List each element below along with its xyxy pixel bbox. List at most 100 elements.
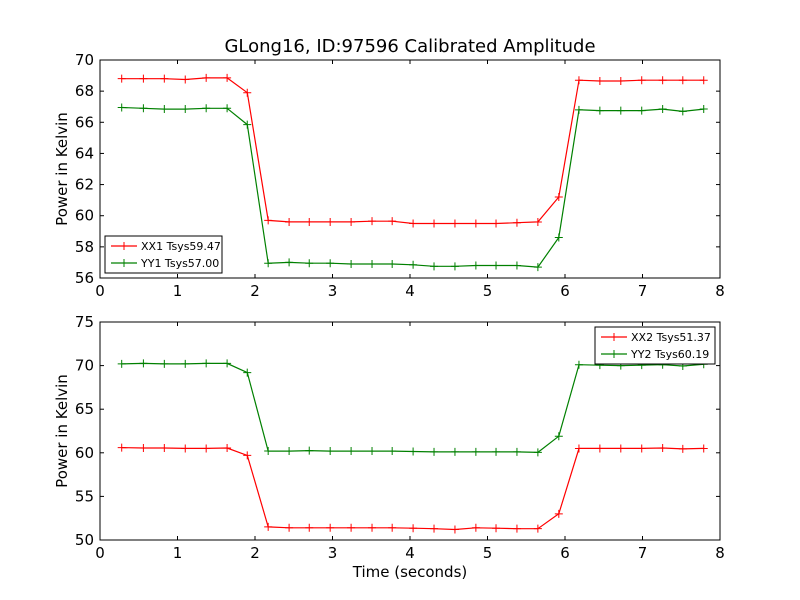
data-point-1-0-20 bbox=[533, 524, 542, 533]
y-tick-label-1-2: 60 bbox=[75, 444, 94, 462]
data-point-0-0-19 bbox=[512, 218, 521, 227]
data-point-0-1-17 bbox=[471, 261, 480, 270]
data-point-0-1-11 bbox=[347, 259, 356, 268]
data-point-1-0-11 bbox=[347, 523, 356, 532]
data-point-1-0-27 bbox=[678, 444, 687, 453]
data-point-0-0-14 bbox=[409, 219, 418, 228]
data-point-0-0-27 bbox=[678, 76, 687, 85]
data-point-0-0-21 bbox=[554, 193, 563, 202]
data-point-1-0-21 bbox=[554, 509, 563, 518]
data-point-1-0-7 bbox=[264, 522, 273, 531]
legend-marker-1-1 bbox=[610, 350, 618, 358]
data-point-1-0-13 bbox=[388, 523, 397, 532]
data-point-0-0-16 bbox=[450, 219, 459, 228]
data-point-1-0-16 bbox=[450, 525, 459, 534]
data-point-1-1-11 bbox=[347, 447, 356, 456]
x-tick-label-1-0: 0 bbox=[95, 544, 105, 562]
data-point-0-0-24 bbox=[616, 77, 625, 86]
data-point-1-1-22 bbox=[574, 360, 583, 369]
y-tick-label-0-2: 60 bbox=[75, 207, 94, 225]
x-tick-label-1-1: 1 bbox=[173, 544, 183, 562]
data-point-1-0-10 bbox=[326, 523, 335, 532]
x-tick-label-1-3: 3 bbox=[328, 544, 338, 562]
data-point-0-0-13 bbox=[388, 217, 397, 226]
data-point-0-1-22 bbox=[574, 105, 583, 114]
data-point-1-0-14 bbox=[409, 524, 418, 533]
data-point-0-1-28 bbox=[699, 105, 708, 114]
data-point-1-1-10 bbox=[326, 447, 335, 456]
x-tick-label-0-4: 4 bbox=[405, 282, 415, 300]
data-point-1-0-28 bbox=[699, 444, 708, 453]
data-point-0-1-23 bbox=[595, 106, 604, 115]
legend-marker-1-0 bbox=[610, 333, 618, 341]
y-tick-label-0-7: 70 bbox=[75, 51, 94, 69]
data-point-1-0-9 bbox=[305, 523, 314, 532]
y-tick-label-0-0: 56 bbox=[75, 269, 94, 287]
data-point-0-1-21 bbox=[554, 233, 563, 242]
data-point-0-0-10 bbox=[326, 217, 335, 226]
x-tick-label-1-6: 6 bbox=[560, 544, 570, 562]
data-point-1-1-15 bbox=[430, 447, 439, 456]
x-tick-label-0-8: 8 bbox=[715, 282, 725, 300]
data-point-1-1-18 bbox=[492, 447, 501, 456]
data-point-1-0-26 bbox=[658, 444, 667, 453]
data-point-1-1-14 bbox=[409, 447, 418, 456]
legend-marker-0-0 bbox=[120, 242, 128, 250]
data-point-0-0-26 bbox=[658, 76, 667, 85]
xx2-yy2-subplot: 0 1 2 3 4 5 6 7 8 50 55 60 65 70 75 Power in Kelvin XX2 … bbox=[53, 313, 725, 562]
data-point-1-0-12 bbox=[368, 523, 377, 532]
legend-marker-0-1 bbox=[120, 259, 128, 267]
data-point-1-0-25 bbox=[637, 444, 646, 453]
data-point-0-1-10 bbox=[326, 259, 335, 268]
series-line-1-1 bbox=[121, 362, 704, 454]
data-point-0-0-11 bbox=[347, 217, 356, 226]
y-tick-label-1-1: 55 bbox=[75, 487, 94, 505]
x-tick-label-1-8: 8 bbox=[715, 544, 725, 562]
data-point-0-1-26 bbox=[658, 105, 667, 114]
data-point-0-1-25 bbox=[637, 106, 646, 115]
figure-title: GLong16, ID:97596 Calibrated Amplitude bbox=[224, 36, 595, 57]
data-point-1-1-4 bbox=[202, 359, 211, 368]
y-tick-label-1-0: 50 bbox=[75, 531, 94, 549]
data-point-1-0-22 bbox=[574, 444, 583, 453]
x-tick-label-0-7: 7 bbox=[638, 282, 648, 300]
data-point-0-1-3 bbox=[181, 105, 190, 114]
data-point-0-1-12 bbox=[368, 259, 377, 268]
data-point-1-0-1 bbox=[139, 444, 148, 453]
data-point-0-0-9 bbox=[305, 217, 314, 226]
data-point-0-0-17 bbox=[471, 219, 480, 228]
y-tick-label-1-5: 75 bbox=[75, 313, 94, 331]
data-point-0-1-13 bbox=[388, 259, 397, 268]
data-point-1-1-20 bbox=[533, 448, 542, 457]
data-point-0-0-4 bbox=[202, 73, 211, 82]
data-point-1-1-13 bbox=[388, 447, 397, 456]
x-tick-label-1-4: 4 bbox=[405, 544, 415, 562]
data-point-0-1-14 bbox=[409, 260, 418, 269]
data-point-0-1-27 bbox=[678, 107, 687, 116]
x-tick-label-1-7: 7 bbox=[638, 544, 648, 562]
data-point-0-0-25 bbox=[637, 76, 646, 85]
x-axis-label: Time (seconds) bbox=[352, 563, 468, 581]
data-point-0-0-8 bbox=[285, 217, 294, 226]
data-point-1-1-19 bbox=[512, 447, 521, 456]
data-point-0-0-15 bbox=[430, 219, 439, 228]
x-tick-label-0-0: 0 bbox=[95, 282, 105, 300]
data-point-1-1-16 bbox=[450, 447, 459, 456]
legend-label-1-0: XX2 Tsys51.37 bbox=[631, 331, 711, 344]
y-tick-label-0-1: 58 bbox=[75, 238, 94, 256]
data-point-0-0-23 bbox=[595, 77, 604, 86]
data-point-1-0-19 bbox=[512, 524, 521, 533]
data-point-1-0-15 bbox=[430, 524, 439, 533]
data-point-0-0-18 bbox=[492, 219, 501, 228]
data-point-0-1-7 bbox=[264, 259, 273, 268]
data-point-1-1-0 bbox=[117, 359, 126, 368]
data-point-1-1-2 bbox=[160, 359, 169, 368]
data-point-1-0-23 bbox=[595, 444, 604, 453]
data-point-0-1-2 bbox=[160, 105, 169, 114]
x-tick-label-0-6: 6 bbox=[560, 282, 570, 300]
y-tick-label-0-5: 66 bbox=[75, 113, 94, 131]
data-point-1-1-6 bbox=[243, 368, 252, 377]
series-line-1-0 bbox=[121, 447, 704, 531]
data-point-1-1-12 bbox=[368, 447, 377, 456]
y-axis-label-0: Power in Kelvin bbox=[53, 112, 71, 226]
